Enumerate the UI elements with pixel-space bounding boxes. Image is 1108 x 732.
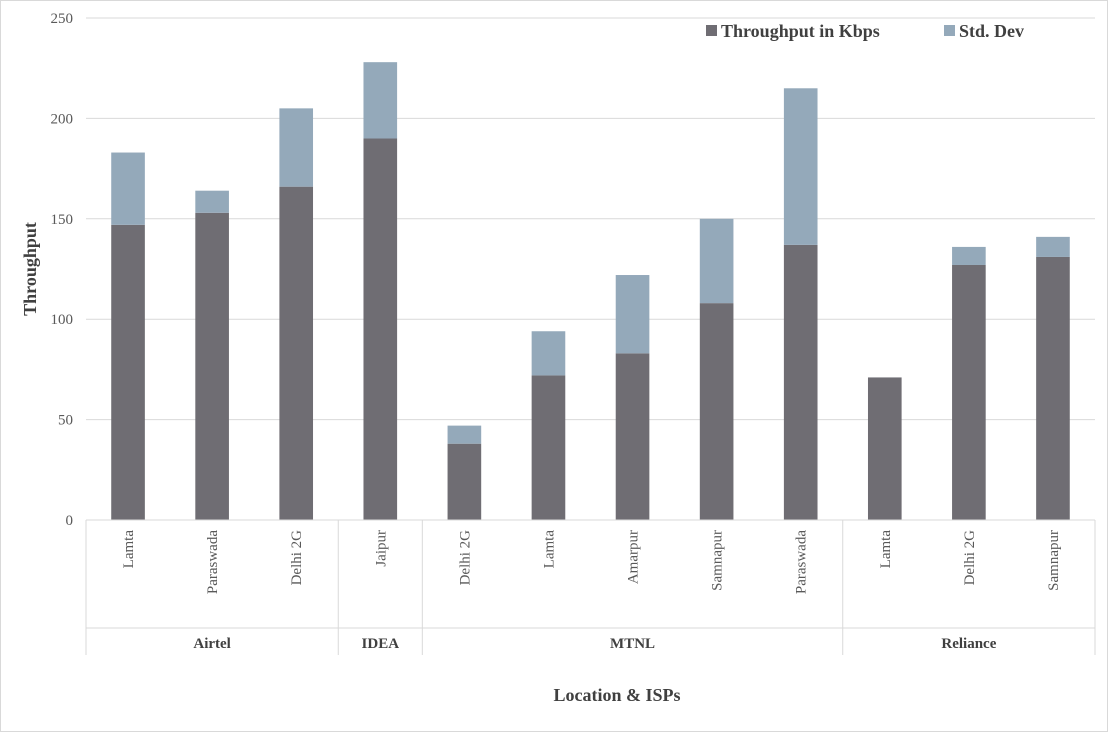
throughput-bar bbox=[952, 264, 986, 520]
x-category-label: Lamta bbox=[878, 530, 894, 569]
std-dev-bar bbox=[447, 425, 482, 444]
throughput-bar bbox=[699, 303, 734, 520]
y-axis-title: Throughput bbox=[20, 222, 40, 316]
x-category-label: Delhi 2G bbox=[457, 530, 473, 586]
y-tick-label: 100 bbox=[51, 312, 74, 328]
throughput-bar bbox=[279, 186, 314, 520]
x-category-label: Jaipur bbox=[373, 530, 389, 567]
x-category-label: Lamta bbox=[541, 530, 557, 569]
throughput-bar bbox=[1036, 256, 1070, 520]
legend-swatch bbox=[706, 25, 717, 36]
x-group-label: MTNL bbox=[610, 636, 655, 652]
std-dev-bar bbox=[111, 152, 145, 225]
x-group-label: Reliance bbox=[941, 636, 996, 652]
x-category-label: Samnapur bbox=[1046, 530, 1062, 591]
y-tick-label: 200 bbox=[51, 111, 74, 127]
legend-label: Throughput in Kbps bbox=[721, 21, 880, 41]
x-category-label: Paraswada bbox=[794, 530, 810, 594]
y-tick-label: 250 bbox=[51, 11, 74, 27]
std-dev-bar bbox=[195, 190, 229, 213]
y-tick-label: 150 bbox=[51, 212, 74, 228]
std-dev-bar bbox=[531, 331, 566, 376]
legend: Throughput in Kbps Std. Dev bbox=[706, 21, 1024, 41]
x-category-label: Paraswada bbox=[205, 530, 221, 594]
x-category-label: Amarpur bbox=[626, 530, 642, 584]
std-dev-bar bbox=[279, 108, 314, 187]
throughput-bar bbox=[447, 443, 482, 520]
std-dev-bar bbox=[1036, 236, 1070, 257]
throughput-bar bbox=[867, 377, 902, 520]
x-axis: Lamta Paraswada Delhi 2G Jaipur Delhi 2G Lamt… bbox=[85, 519, 1096, 655]
throughput-bar bbox=[363, 138, 398, 521]
std-dev-bar bbox=[615, 275, 650, 354]
legend-label: Std. Dev bbox=[959, 21, 1024, 41]
y-tick-label: 50 bbox=[58, 413, 73, 429]
std-dev-bar bbox=[699, 218, 734, 304]
throughput-bar bbox=[531, 375, 566, 520]
throughput-bar bbox=[783, 244, 818, 521]
gridlines bbox=[86, 17, 1095, 521]
x-axis-title: Location & ISPs bbox=[553, 685, 680, 705]
legend-swatch bbox=[944, 25, 955, 36]
throughput-bar bbox=[615, 353, 650, 520]
x-category-label: Samnapur bbox=[710, 530, 726, 591]
x-category-label: Lamta bbox=[121, 530, 137, 569]
x-category-label: Delhi 2G bbox=[962, 530, 978, 586]
x-category-label: Delhi 2G bbox=[289, 530, 305, 586]
std-dev-bar bbox=[783, 88, 818, 245]
x-group-label: IDEA bbox=[362, 636, 400, 652]
x-group-label: Airtel bbox=[193, 636, 230, 652]
std-dev-bar bbox=[952, 246, 986, 265]
throughput-bar bbox=[111, 224, 145, 520]
std-dev-bar bbox=[363, 62, 398, 139]
throughput-bar bbox=[195, 212, 229, 520]
y-tick-labels: 0 50 100 150 200 250 bbox=[51, 11, 74, 529]
bars bbox=[111, 62, 1070, 521]
y-tick-label: 0 bbox=[66, 513, 74, 529]
